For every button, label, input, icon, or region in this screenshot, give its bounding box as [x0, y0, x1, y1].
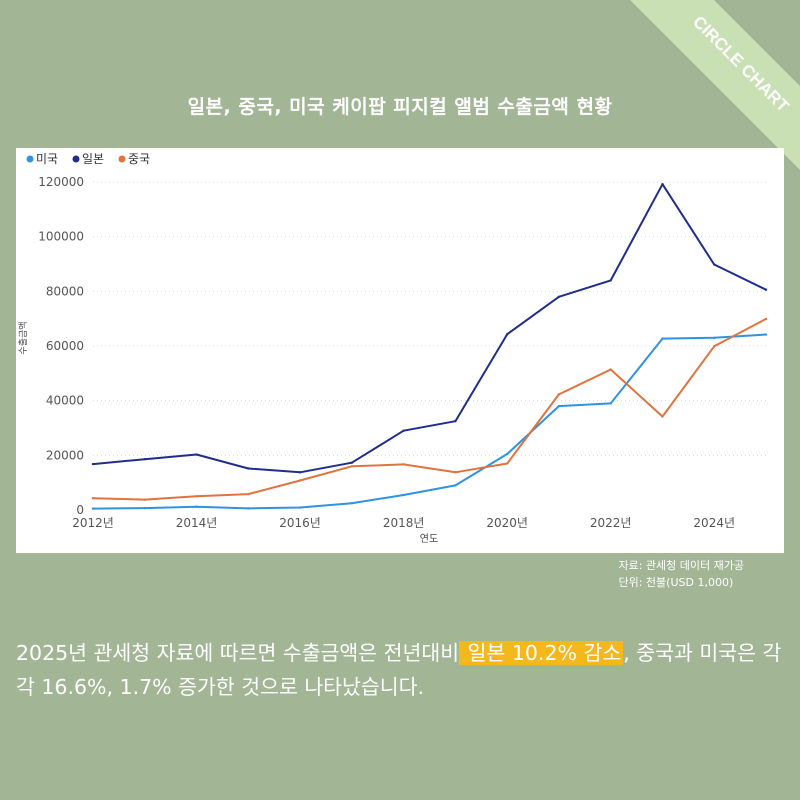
data-point-japan: [247, 467, 250, 470]
y-tick-label: 60000: [46, 339, 84, 353]
data-point-japan: [764, 288, 768, 291]
y-tick-label: 100000: [38, 230, 84, 244]
x-tick-label: 2020년: [486, 516, 528, 530]
data-point-china: [298, 479, 302, 482]
y-axis: 0 20000 40000 60000 80000 100000 120000: [38, 175, 84, 517]
data-point-japan: [298, 471, 302, 474]
legend-marker-japan: [72, 155, 80, 163]
summary-part2: , 중국과 미국은 각각 16.6%, 1.7% 증가한 것으로 나타났습니다.: [16, 641, 782, 699]
data-point-usa: [350, 501, 354, 505]
legend-label-china: 중국: [128, 152, 150, 166]
data-point-japan: [609, 279, 612, 282]
data-point-china: [505, 462, 509, 465]
data-point-china: [91, 497, 95, 500]
data-point-china: [402, 463, 405, 466]
data-point-china: [609, 368, 612, 371]
series-line-japan: [92, 183, 767, 474]
summary-text: 2025년 관세청 자료에 따르면 수출금액은 전년대비 일본 10.2% 감소…: [16, 636, 786, 704]
series-lines: [91, 182, 768, 510]
series-line-china: [92, 318, 767, 501]
corner-banner-ribbon: [630, 0, 800, 170]
data-point-usa: [713, 336, 716, 339]
x-tick-label: 2024년: [693, 516, 735, 530]
grid-lines: [93, 181, 766, 456]
y-tick-label: 80000: [46, 284, 84, 298]
data-point-usa: [661, 337, 664, 340]
data-point-japan: [402, 429, 405, 432]
data-point-japan: [195, 453, 198, 456]
data-point-usa: [143, 506, 146, 510]
x-tick-label: 2012년: [72, 516, 114, 530]
x-tick-label: 2016년: [279, 516, 321, 530]
y-axis-label: 수출금액: [17, 321, 29, 354]
data-point-china: [661, 415, 664, 418]
legend-marker-usa: [26, 155, 34, 163]
data-point-china: [713, 345, 716, 348]
data-point-china: [764, 317, 768, 321]
legend: 미국 일본 중국: [26, 152, 150, 166]
unit-line: 단위: 천불(USD 1,000): [618, 576, 734, 589]
data-point-japan: [350, 461, 354, 464]
legend-label-usa: 미국: [36, 152, 58, 166]
data-point-china: [143, 498, 146, 501]
x-tick-label: 2018년: [383, 516, 425, 530]
series-line-usa: [92, 333, 767, 510]
data-point-usa: [91, 507, 95, 510]
data-point-usa: [557, 404, 561, 408]
data-point-china: [195, 495, 198, 498]
data-point-china: [350, 465, 354, 468]
x-tick-label: 2014년: [176, 516, 218, 530]
summary-highlight: 일본 10.2% 감소: [459, 641, 624, 665]
data-point-usa: [764, 333, 768, 336]
y-tick-label: 120000: [38, 175, 84, 189]
y-tick-label: 40000: [46, 394, 84, 408]
data-point-japan: [557, 295, 561, 298]
chart-panel: 0 20000 40000 60000 80000 100000 120000 2012년 2…: [16, 148, 784, 553]
data-point-usa: [298, 506, 302, 509]
data-point-japan: [713, 263, 716, 266]
data-point-china: [247, 492, 250, 496]
data-point-china: [454, 471, 457, 474]
legend-marker-china: [118, 155, 126, 163]
x-tick-label: 2022년: [590, 516, 632, 530]
data-point-usa: [609, 402, 612, 405]
data-point-usa: [195, 505, 198, 508]
data-point-japan: [661, 182, 664, 186]
x-axis-label: 연도: [420, 533, 438, 545]
data-point-china: [557, 393, 561, 396]
source-note: 자료: 관세청 데이터 재가공 단위: 천불(USD 1,000): [618, 557, 744, 591]
legend-label-japan: 일본: [82, 152, 104, 166]
summary-part1: 2025년 관세청 자료에 따르면 수출금액은 전년대비: [16, 641, 460, 665]
data-point-japan: [143, 457, 146, 461]
source-line: 자료: 관세청 데이터 재가공: [618, 559, 744, 572]
data-point-japan: [505, 333, 509, 336]
data-point-japan: [91, 462, 95, 466]
data-point-usa: [402, 493, 405, 497]
data-point-usa: [247, 507, 250, 510]
y-tick-label: 0: [76, 503, 84, 517]
data-point-usa: [505, 452, 509, 456]
data-point-usa: [454, 484, 457, 487]
data-point-japan: [454, 419, 457, 423]
chart-title: 일본, 중국, 미국 케이팝 피지컬 앨범 수출금액 현황: [187, 96, 613, 118]
y-tick-label: 20000: [46, 448, 84, 462]
x-axis: 2012년 2014년 2016년 2018년 2020년 2022년 2024년: [72, 516, 735, 530]
